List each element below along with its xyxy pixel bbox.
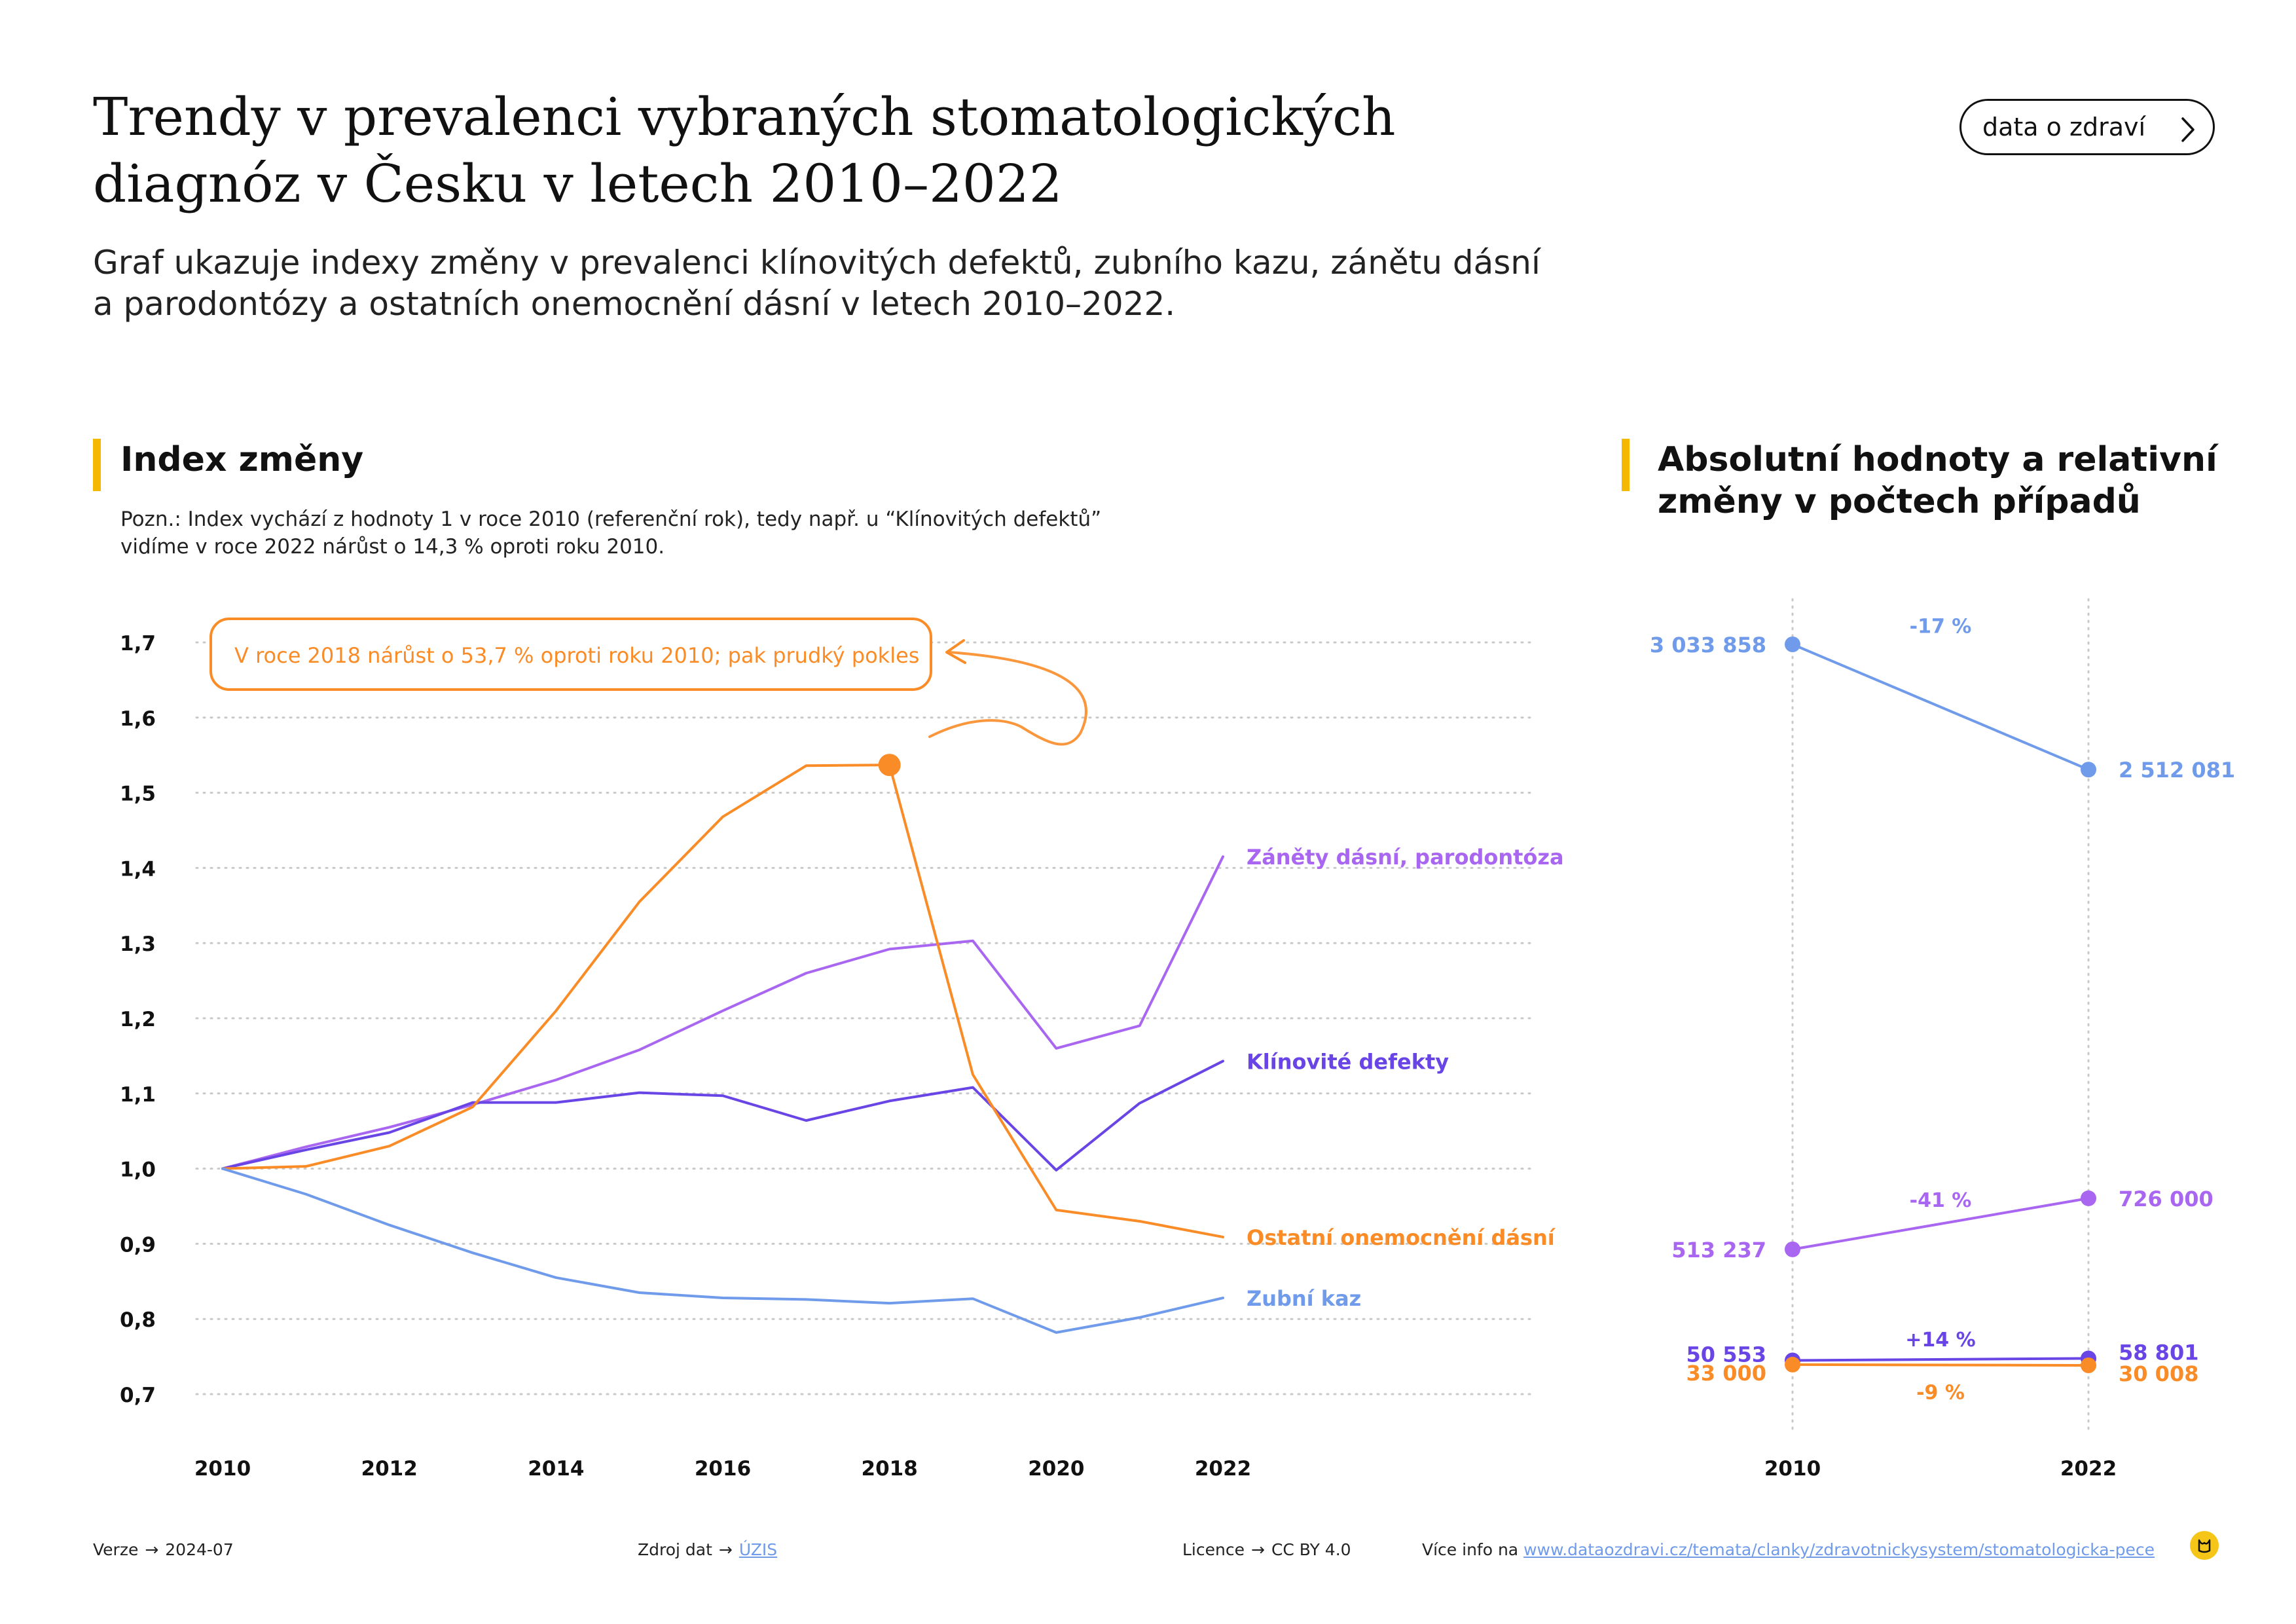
x-tick-label: 2022 bbox=[1195, 1457, 1251, 1481]
y-tick-label: 1,2 bbox=[120, 1008, 156, 1031]
license-label: Licence bbox=[1182, 1540, 1245, 1559]
data-o-zdravi-button[interactable]: data o zdraví bbox=[1959, 99, 2215, 155]
series-label-klinovite-defekty: Klínovité defekty bbox=[1247, 1049, 1449, 1074]
right-section-accent-bar bbox=[1622, 439, 1630, 491]
page-title: Trendy v prevalenci vybraných stomatolog… bbox=[93, 84, 1402, 217]
value-2010-ostatni-onemocneni-dasni: 33 000 bbox=[1686, 1361, 1766, 1386]
index-chart-series-labels: Záněty dásní, parodontóza Klínovité defek… bbox=[1247, 845, 1564, 1311]
source-link[interactable]: ÚZIS bbox=[738, 1540, 778, 1559]
footer-source: Zdroj dat → ÚZIS bbox=[638, 1540, 777, 1559]
annotation-arrowhead-icon bbox=[945, 639, 966, 664]
index-chart-annotation: V roce 2018 nárůst o 53,7 % oproti roku … bbox=[210, 618, 1087, 746]
annotation-arrow bbox=[928, 651, 1087, 746]
y-tick-label: 1,0 bbox=[120, 1158, 156, 1182]
x-tick-label: 2010 bbox=[194, 1457, 251, 1481]
y-tick-label: 1,4 bbox=[120, 857, 156, 881]
point-2010-ostatni-onemocneni-dasni bbox=[1785, 1356, 1800, 1373]
y-tick-label: 1,1 bbox=[120, 1083, 156, 1107]
logo-mark-icon bbox=[2198, 1539, 2211, 1553]
left-section-accent-bar bbox=[93, 439, 101, 491]
y-tick-label: 0,9 bbox=[120, 1233, 156, 1257]
y-tick-label: 0,8 bbox=[120, 1308, 156, 1332]
index-chart-y-ticks: 0,7 0,8 0,9 1,0 1,1 1,2 1,3 1,4 1,5 1,6 1,7 bbox=[120, 632, 156, 1407]
y-tick-label: 1,3 bbox=[120, 932, 156, 956]
series-label-zubni-kaz: Zubní kaz bbox=[1247, 1286, 1361, 1311]
point-2022-zubni-kaz bbox=[2081, 762, 2096, 778]
right-section-title: Absolutní hodnoty a relativní změny v po… bbox=[1658, 439, 2217, 523]
arrow-right-icon: → bbox=[718, 1540, 733, 1559]
annotation-box bbox=[210, 618, 932, 691]
x-tick-label: 2010 bbox=[1764, 1457, 1821, 1481]
subtitle-line-2: a parodontózy a ostatních onemocnění dás… bbox=[93, 285, 1176, 323]
slope-line-zanety-dasni-parodontoza bbox=[1791, 1196, 2090, 1251]
change-ostatni-onemocneni-dasni: -9 % bbox=[1916, 1381, 1965, 1404]
highlight-point bbox=[878, 754, 901, 777]
brand-button-label: data o zdraví bbox=[1982, 113, 2146, 141]
x-tick-label: 2012 bbox=[361, 1457, 418, 1481]
title-line-1: Trendy v prevalenci vybraných stomatolog… bbox=[93, 86, 1396, 147]
point-2010-zubni-kaz bbox=[1785, 637, 1800, 652]
y-tick-label: 0,7 bbox=[120, 1384, 156, 1407]
x-tick-label: 2022 bbox=[2060, 1457, 2117, 1481]
series-line-zanety-dasni-parodontoza bbox=[221, 855, 1224, 1170]
note-line-1: Pozn.: Index vychází z hodnoty 1 v roce … bbox=[120, 507, 1102, 531]
footer-more-info: Více info na www.dataozdravi.cz/temata/c… bbox=[1422, 1540, 2155, 1559]
absolute-chart-grid: 2010 2022 bbox=[1764, 598, 2117, 1481]
subtitle-line-1: Graf ukazuje indexy změny v prevalenci k… bbox=[93, 244, 1540, 282]
series-label-ostatni-onemocneni-dasni: Ostatní onemocnění dásní bbox=[1247, 1225, 1556, 1250]
y-tick-label: 1,5 bbox=[120, 783, 156, 806]
value-2022-klinovite-defekty: 58 801 bbox=[2119, 1340, 2198, 1365]
chart-note: Pozn.: Index vychází z hodnoty 1 v roce … bbox=[120, 506, 1101, 561]
index-chart-grid bbox=[195, 641, 1533, 1395]
change-zubni-kaz: -17 % bbox=[1910, 616, 1972, 638]
index-chart-x-ticks: 2010 2012 2014 2016 2018 2020 2022 bbox=[194, 1457, 1251, 1481]
license-value: CC BY 4.0 bbox=[1271, 1540, 1351, 1559]
value-2022-zanety-dasni-parodontoza: 726 000 bbox=[2119, 1187, 2214, 1211]
slope-line-zubni-kaz bbox=[1791, 643, 2090, 771]
change-zanety-dasni-parodontoza: -41 % bbox=[1910, 1189, 1972, 1212]
y-tick-label: 1,7 bbox=[120, 632, 156, 655]
chevron-right-icon bbox=[2181, 117, 2195, 142]
value-2010-klinovite-defekty: 50 553 bbox=[1686, 1342, 1766, 1367]
x-tick-label: 2014 bbox=[528, 1457, 584, 1481]
footer-license: Licence → CC BY 4.0 bbox=[1182, 1540, 1351, 1559]
x-tick-label: 2018 bbox=[862, 1457, 918, 1481]
absolute-chart-labels: 3 033 858 2 512 081 -17 % 513 237 726 000 -41… bbox=[1650, 616, 2235, 1405]
value-2022-ostatni-onemocneni-dasni: 30 008 bbox=[2119, 1361, 2198, 1386]
arrow-right-icon: → bbox=[145, 1540, 159, 1559]
point-2022-zanety-dasni-parodontoza bbox=[2081, 1190, 2096, 1206]
x-tick-label: 2016 bbox=[695, 1457, 751, 1481]
brand-logo bbox=[2190, 1531, 2219, 1560]
x-tick-label: 2020 bbox=[1028, 1457, 1084, 1481]
series-label-zanety-dasni-parodontoza: Záněty dásní, parodontóza bbox=[1247, 845, 1564, 870]
right-title-line-1: Absolutní hodnoty a relativní bbox=[1658, 440, 2217, 479]
page-subtitle: Graf ukazuje indexy změny v prevalenci k… bbox=[93, 242, 1664, 325]
y-tick-label: 1,6 bbox=[120, 707, 156, 731]
version-value: 2024-07 bbox=[165, 1540, 234, 1559]
absolute-chart-lines bbox=[1785, 637, 2096, 1374]
slope-line-klinovite-defekty bbox=[1791, 1357, 2090, 1362]
annotation-text: V roce 2018 nárůst o 53,7 % oproti roku … bbox=[234, 643, 919, 668]
change-klinovite-defekty: +14 % bbox=[1905, 1329, 1975, 1352]
more-info-link[interactable]: www.dataozdravi.cz/temata/clanky/zdravot… bbox=[1523, 1540, 2155, 1559]
version-label: Verze bbox=[93, 1540, 139, 1559]
index-chart-lines bbox=[221, 754, 1224, 1334]
note-line-2: vidíme v roce 2022 nárůst o 14,3 % oprot… bbox=[120, 535, 665, 559]
value-2010-zanety-dasni-parodontoza: 513 237 bbox=[1671, 1238, 1766, 1263]
point-2022-ostatni-onemocneni-dasni bbox=[2081, 1357, 2096, 1374]
series-line-klinovite-defekty bbox=[221, 1060, 1224, 1172]
arrow-right-icon: → bbox=[1250, 1540, 1265, 1559]
right-title-line-2: změny v počtech případů bbox=[1658, 482, 2141, 521]
left-section-title: Index změny bbox=[120, 440, 364, 479]
source-label: Zdroj dat bbox=[638, 1540, 712, 1559]
series-line-ostatni-onemocneni-dasni bbox=[221, 764, 1224, 1239]
title-line-2: diagnóz v Česku v letech 2010–2022 bbox=[93, 153, 1063, 214]
series-line-zubni-kaz bbox=[221, 1167, 1224, 1334]
more-info-label: Více info na bbox=[1422, 1540, 1519, 1559]
value-2010-zubni-kaz: 3 033 858 bbox=[1650, 633, 1766, 657]
footer-version: Verze → 2024-07 bbox=[93, 1540, 234, 1559]
value-2022-zubni-kaz: 2 512 081 bbox=[2119, 758, 2235, 783]
point-2010-zanety-dasni-parodontoza bbox=[1785, 1241, 1800, 1257]
